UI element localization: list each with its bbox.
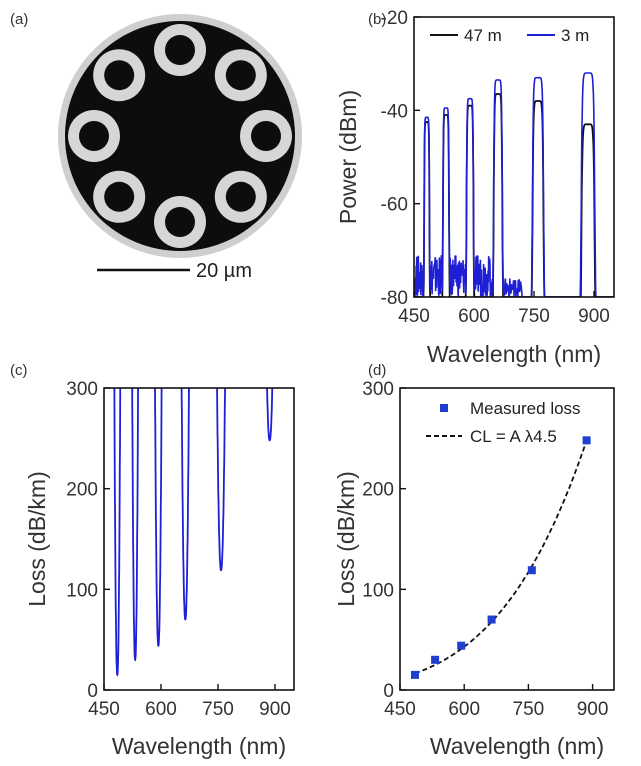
scale-bar-label: 20 µm: [196, 260, 252, 282]
chart-c-dip: [131, 388, 139, 662]
chart-d-ytick-label: 200: [362, 480, 394, 501]
panel-label-b: (b): [368, 11, 386, 28]
chart-c-xlabel: Wavelength (nm): [112, 733, 286, 759]
chart-b-ytick-label: -60: [381, 195, 408, 216]
chart-d-point: [457, 641, 466, 650]
chart-d-ylabel: Loss (dB/km): [333, 471, 359, 606]
panel-label-a: (a): [10, 11, 28, 28]
panel-label-d: (d): [368, 362, 386, 379]
capillary-hole: [104, 60, 135, 91]
chart-c-xtick-label: 750: [202, 699, 234, 720]
chart-c-dip: [113, 388, 122, 677]
capillary-hole: [165, 35, 195, 65]
chart-c-ytick-label: 0: [87, 681, 98, 702]
chart-c-xtick-label: 600: [145, 699, 177, 720]
chart-b-ytick-label: -20: [381, 8, 408, 29]
chart-d-ytick-label: 300: [362, 379, 394, 400]
capillary-hole: [79, 121, 109, 151]
panel-label-c: (c): [10, 362, 28, 379]
chart-d-frame: [399, 387, 615, 691]
chart-c: 450 600 750 900 0 100 200 300 Loss (dB/km) Wave…: [24, 379, 295, 759]
chart-d-xtick-label: 600: [448, 699, 480, 720]
chart-b: 450 600 750 900 -80 -60 -40 -20 Power (dBm) Wav…: [335, 8, 615, 367]
chart-d-xtick-label: 450: [384, 699, 416, 720]
chart-b-series-1: [414, 72, 614, 297]
chart-c-dip: [216, 388, 226, 572]
capillary-hole: [251, 121, 281, 151]
chart-c-ytick-label: 100: [66, 580, 98, 601]
chart-c-ytick-label: 200: [66, 480, 98, 501]
legend-label-3m: 3 m: [561, 26, 589, 45]
chart-d-point: [410, 670, 419, 679]
chart-b-series-0: [414, 93, 614, 297]
chart-c-frame: [103, 387, 295, 691]
chart-b-xtick-label: 750: [518, 306, 550, 327]
capillary-hole: [225, 60, 256, 91]
chart-d-point: [431, 655, 440, 664]
chart-c-dip: [180, 388, 190, 621]
chart-c-xtick-label: 450: [88, 699, 120, 720]
chart-b-ytick-label: -40: [381, 101, 408, 122]
legend-marker-measured: [440, 404, 448, 412]
chart-c-dip: [266, 388, 274, 442]
chart-c-ytick-label: 300: [66, 379, 98, 400]
chart-d-fit-line: [414, 441, 588, 675]
legend-label-fit: CL = A λ4.5: [470, 427, 557, 446]
chart-b-ylabel: Power (dBm): [335, 90, 361, 224]
chart-b-xtick-label: 900: [578, 306, 610, 327]
chart-b-xlabel: Wavelength (nm): [427, 341, 601, 367]
chart-b-ytick-label: -80: [381, 288, 408, 309]
capillary-tubes: [68, 24, 292, 248]
legend-label-measured: Measured loss: [470, 399, 581, 418]
chart-d-ytick-label: 100: [362, 580, 394, 601]
capillary-hole: [165, 207, 195, 237]
chart-d-point: [487, 615, 496, 624]
capillary-hole: [104, 181, 135, 212]
chart-d-point: [582, 436, 591, 445]
chart-b-xtick-label: 450: [398, 306, 430, 327]
chart-d-xtick-label: 900: [577, 699, 609, 720]
legend-label-47m: 47 m: [464, 26, 502, 45]
chart-d-xlabel: Wavelength (nm): [430, 733, 604, 759]
chart-c-ylabel: Loss (dB/km): [24, 471, 50, 606]
chart-c-xtick-label: 900: [259, 699, 291, 720]
chart-b-xtick-label: 600: [458, 306, 490, 327]
chart-d-point: [527, 566, 536, 575]
chart-d-ytick-label: 0: [383, 681, 394, 702]
chart-d-xtick-label: 750: [513, 699, 545, 720]
chart-d-legend: Measured loss CL = A λ4.5: [426, 399, 581, 446]
chart-c-dip: [154, 388, 163, 647]
chart-b-frame: [413, 16, 615, 298]
fiber-cross-section: [58, 14, 302, 258]
chart-b-legend: 47 m 3 m: [430, 26, 589, 45]
scale-bar: 20 µm: [97, 260, 252, 282]
chart-d: 450 600 750 900 0 100 200 300 Loss (dB/km) Wave…: [333, 379, 615, 759]
capillary-hole: [225, 181, 256, 212]
